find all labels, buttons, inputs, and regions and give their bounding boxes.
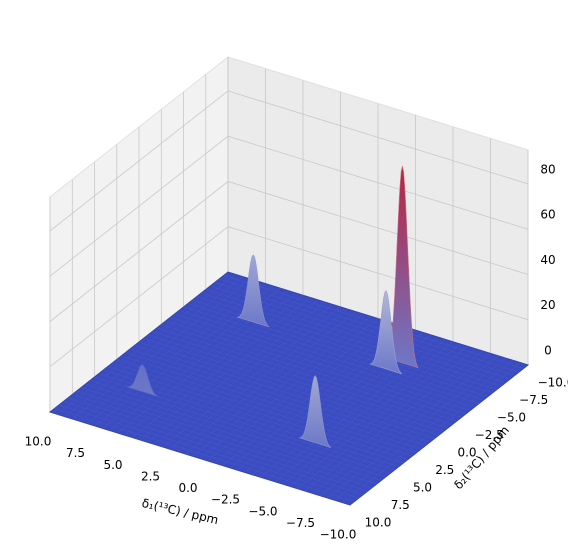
surface-mesh xyxy=(304,350,484,492)
x-tick-label: 10.0 xyxy=(25,435,52,449)
surface-mesh xyxy=(161,324,462,418)
surface-mesh xyxy=(207,320,386,461)
z-tick-label: 40 xyxy=(540,253,555,267)
surface-mesh xyxy=(143,338,444,432)
y-tick-label: −10.0 xyxy=(538,376,568,390)
surface-mesh xyxy=(312,353,491,494)
grid-line xyxy=(49,226,529,368)
y-tick-label: −7.5 xyxy=(519,393,548,407)
surface-mesh xyxy=(274,341,454,482)
x-tick-label: 0.0 xyxy=(178,481,197,495)
surface-mesh xyxy=(327,357,506,499)
surface-mesh xyxy=(156,327,457,422)
surface-mesh xyxy=(165,320,466,415)
y-tick-label: 2.5 xyxy=(435,463,454,477)
peak xyxy=(126,364,159,397)
x-tick-label: 7.5 xyxy=(66,446,85,460)
z-tick-label: 80 xyxy=(540,162,555,176)
surface-mesh xyxy=(219,278,520,373)
surface-mesh xyxy=(174,313,475,408)
surface-mesh xyxy=(297,348,476,489)
surface-mesh xyxy=(152,331,453,425)
x-tick-label: 2.5 xyxy=(141,469,160,483)
y-tick-label: 0.0 xyxy=(457,446,476,460)
peak xyxy=(236,254,270,328)
surface-mesh xyxy=(289,346,469,487)
surface-mesh xyxy=(223,275,524,369)
surface-mesh xyxy=(214,322,394,464)
x-tick-label: 5.0 xyxy=(103,458,122,472)
surface-mesh xyxy=(138,341,440,436)
y-tick-label: −2.5 xyxy=(475,428,504,442)
x-tick-label: −2.5 xyxy=(211,493,240,507)
y-tick-label: 7.5 xyxy=(391,498,410,512)
surface-mesh xyxy=(187,303,489,397)
grid-line xyxy=(49,181,529,322)
y-tick-label: −5.0 xyxy=(497,411,526,425)
peak xyxy=(298,375,332,448)
x-tick-label: −5.0 xyxy=(248,504,277,518)
grid-line xyxy=(49,90,529,232)
surface-mesh xyxy=(334,360,514,501)
peak xyxy=(369,289,403,375)
surface-mesh xyxy=(147,334,448,429)
x-tick-label: −10.0 xyxy=(320,528,357,542)
surface-mesh xyxy=(319,355,499,496)
surface-mesh xyxy=(214,282,515,376)
surface-mesh xyxy=(170,317,471,411)
y-tick-label: 10.0 xyxy=(365,516,392,530)
surface-mesh xyxy=(178,310,480,404)
surface-mesh xyxy=(342,362,521,503)
z-tick-label: 20 xyxy=(540,298,555,312)
surface-mesh xyxy=(183,306,484,401)
x-tick-label: −7.5 xyxy=(286,516,315,530)
z-tick-label: 0 xyxy=(544,344,552,358)
z-tick-label: 60 xyxy=(540,208,555,222)
surface-mesh xyxy=(282,343,461,485)
y-tick-label: 5.0 xyxy=(413,481,432,495)
x-axis-label: δ₁(¹³C) / ppm xyxy=(140,496,219,527)
grid-line xyxy=(49,135,529,277)
